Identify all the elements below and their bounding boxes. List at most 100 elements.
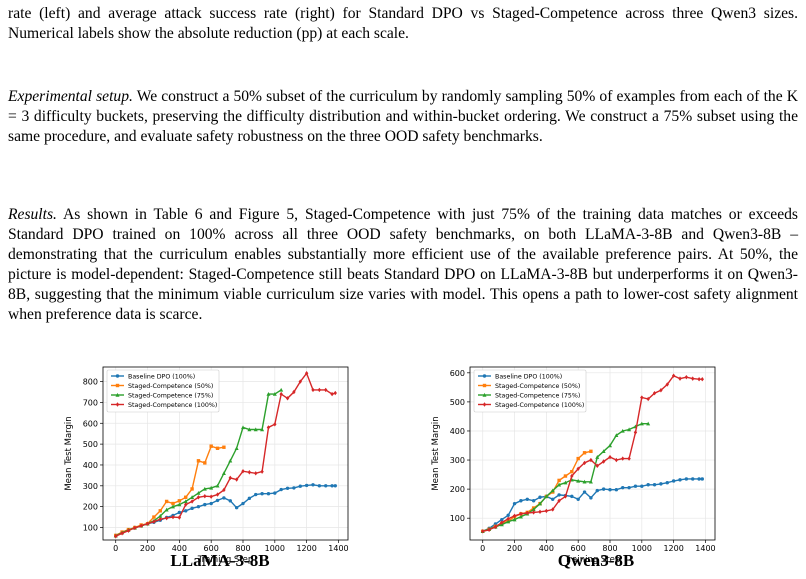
llama-ytick-label: 600: [83, 419, 98, 428]
qwen-staged-competence-75-point: [563, 480, 568, 485]
llama-staged-competence-50-point: [158, 509, 162, 513]
qwen-ytick-label: 600: [450, 369, 465, 378]
qwen-baseline-dpo-100-point: [700, 477, 704, 481]
qwen-staged-competence-50-point: [582, 451, 587, 455]
llama-baseline-dpo-100-point: [215, 498, 220, 503]
llama-xtick-label: 200: [140, 544, 155, 553]
qwen-staged-competence-75-point: [538, 501, 542, 506]
llama-staged-competence-50-point: [190, 487, 194, 491]
llama-staged-competence-100-point: [298, 379, 302, 384]
llama-staged-competence-100-point: [317, 387, 322, 393]
llama-staged-competence-75-point: [266, 391, 271, 396]
qwen-baseline-dpo-100-point: [506, 513, 510, 517]
qwen-legend-marker: [482, 402, 487, 407]
qwen-baseline-dpo-100-point: [512, 501, 517, 506]
qwen-staged-competence-50-line: [482, 450, 592, 532]
llama-baseline-dpo-100-point: [273, 491, 277, 495]
qwen-staged-competence-75-point: [544, 494, 549, 499]
qwen-ytick-label: 100: [450, 514, 465, 523]
llama-staged-competence-75-point: [158, 513, 163, 518]
qwen-staged-competence-75-point: [512, 517, 517, 522]
qwen-xtick-label: 1400: [695, 544, 715, 553]
llama-legend-entry: Staged-Competence (50%): [128, 383, 213, 390]
llama-staged-competence-75-point: [177, 502, 182, 507]
llama-baseline-dpo-100-point: [241, 501, 245, 506]
qwen-staged-competence-100-point: [506, 516, 510, 521]
qwen-staged-competence-75-point: [646, 421, 651, 426]
qwen-staged-competence-75-point: [531, 507, 536, 512]
llama-staged-competence-50-point: [209, 444, 213, 448]
qwen-staged-competence-75-point: [639, 421, 644, 426]
llama-legend-marker: [115, 392, 120, 397]
qwen-baseline-dpo-100-point: [633, 484, 638, 488]
qwen-staged-competence-75-point: [582, 479, 587, 484]
qwen-legend-entry: Staged-Competence (75%): [495, 392, 580, 399]
qwen-staged-competence-100-point: [538, 509, 542, 514]
llama-baseline-dpo-100-point: [311, 483, 315, 487]
experimental-setup-paragraph: Experimental setup. We construct a 50% s…: [8, 87, 798, 147]
qwen-subfigure-label: Qwen3-8B: [557, 551, 635, 570]
qwen-xtick-label: 0: [480, 544, 485, 553]
qwen-legend-entry: Staged-Competence (50%): [495, 383, 580, 390]
llama-ytick-label: 400: [83, 461, 98, 470]
qwen-baseline-dpo-100-point: [697, 477, 701, 481]
llama-staged-competence-50-point: [171, 501, 175, 506]
llama-staged-competence-100-point: [152, 519, 156, 524]
llama-staged-competence-100-point: [145, 521, 150, 526]
llama-baseline-dpo-100-point: [203, 502, 207, 507]
llama-staged-competence-75-point: [247, 427, 252, 432]
llama-baseline-dpo-100-point: [222, 496, 226, 500]
llama-staged-competence-75-point: [241, 425, 245, 430]
qwen-yaxis-label: Mean Test Margin: [431, 416, 441, 490]
qwen-baseline-dpo-100-point: [570, 494, 574, 499]
qwen-baseline-dpo-100-point: [531, 499, 536, 503]
qwen-legend-marker: [482, 392, 487, 397]
llama-staged-competence-50-point: [177, 499, 182, 503]
qwen-staged-competence-75-point: [601, 449, 606, 454]
llama-baseline-dpo-100-point: [209, 501, 213, 506]
llama-staged-competence-75-point: [228, 458, 233, 463]
llama-staged-competence-100-point: [311, 387, 315, 393]
llama-staged-competence-100-point: [158, 516, 162, 522]
qwen-xtick-label: 1000: [632, 544, 652, 553]
qwen-xtick-label: 800: [602, 544, 617, 553]
qwen-baseline-dpo-100-point: [671, 479, 676, 483]
llama-baseline-dpo-100-point: [184, 509, 188, 513]
llama-ytick-label: 300: [83, 482, 98, 491]
llama-staged-competence-100-point: [333, 390, 337, 396]
llama-staged-competence-75-point: [221, 471, 226, 476]
qwen-staged-competence-75-point: [550, 488, 555, 493]
qwen-baseline-dpo-100-point: [601, 487, 606, 491]
llama-baseline-dpo-100-point: [292, 486, 296, 490]
llama-baseline-dpo-100-point: [298, 484, 302, 488]
experimental-setup-heading: Experimental setup.: [8, 88, 133, 105]
llama-baseline-dpo-100-point: [324, 484, 328, 488]
llama-staged-competence-100-point: [254, 471, 258, 476]
qwen-ytick-label: 300: [450, 456, 465, 465]
llama-staged-competence-75-point: [171, 504, 175, 509]
llama-legend-entry: Baseline DPO (100%): [128, 373, 195, 380]
qwen-staged-competence-100-point: [487, 527, 491, 533]
qwen-xtick-label: 400: [539, 544, 554, 553]
llama-staged-competence-50-point: [196, 459, 201, 463]
llama-xtick-label: 1400: [328, 544, 348, 553]
llama-xtick-label: 600: [204, 544, 219, 553]
qwen-staged-competence-75-point: [588, 479, 593, 484]
llama-staged-competence-100-point: [260, 469, 264, 474]
llama-legend-entry: Staged-Competence (100%): [128, 402, 217, 409]
results-heading: Results.: [8, 206, 57, 223]
llama-staged-competence-75-point: [196, 491, 201, 495]
llama-staged-competence-100-point: [266, 425, 271, 430]
qwen-staged-competence-100-point: [601, 459, 606, 464]
qwen-baseline-dpo-100-point: [551, 497, 555, 501]
llama-ytick-label: 500: [83, 440, 98, 449]
llama-staged-competence-100-point: [330, 391, 334, 397]
llama-staged-competence-100-point: [234, 477, 239, 482]
qwen-baseline-dpo-100-point: [608, 487, 612, 492]
qwen-staged-competence-50-point: [557, 478, 561, 483]
llama-baseline-dpo-100-point: [260, 492, 264, 496]
llama-staged-competence-50-line: [115, 445, 225, 537]
llama-margin-chart: 0 200 400 600 800 1000 1200 1400 100 200 300 400 500…: [64, 366, 349, 565]
llama-staged-competence-100-point: [184, 502, 188, 507]
llama-staged-competence-100-point: [241, 469, 245, 474]
